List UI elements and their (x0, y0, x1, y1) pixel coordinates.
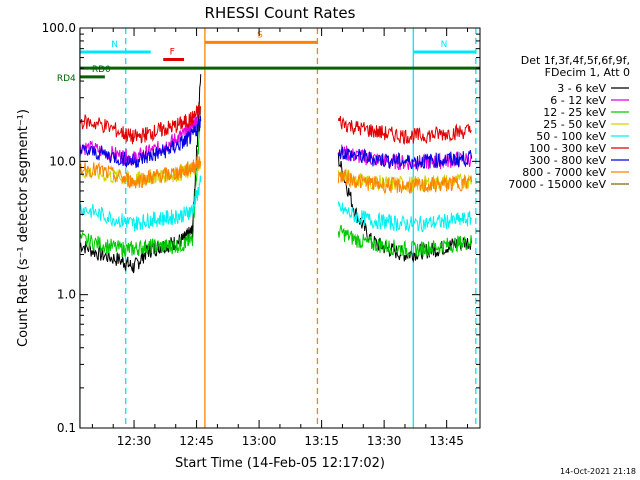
annotation-label: N (111, 40, 118, 50)
legend-entry: 6 - 12 keV (550, 94, 606, 107)
annotation-label: S (257, 30, 263, 40)
series-line (337, 201, 473, 233)
series-line (337, 116, 472, 145)
y-tick-label: 1.0 (57, 288, 76, 302)
y-tick-label: 0.1 (57, 421, 76, 435)
footer-timestamp: 14-Oct-2021 21:18 (560, 467, 636, 476)
series-line (79, 156, 202, 187)
legend-entry: 50 - 100 keV (536, 130, 606, 143)
x-axis: 12:30 12:45 13:00 13:15 13:30 13:45 (91, 28, 468, 448)
series-line (337, 168, 473, 193)
legend-entry: 800 - 7000 keV (522, 166, 606, 179)
legend: Det 1f,3f,4f,5f,6f,9f,FDecim 1, Att 0 3 -… (508, 54, 630, 191)
annotation-label: RD4 (57, 74, 76, 84)
x-tick-label: 13:45 (429, 434, 464, 448)
legend-entry: 100 - 300 keV (529, 142, 606, 155)
series-line (337, 153, 473, 263)
x-tick-label: 13:00 (242, 434, 277, 448)
legend-entry: 300 - 800 keV (529, 154, 606, 167)
x-tick-label: 12:30 (117, 434, 152, 448)
legend-header: FDecim 1, Att 0 (545, 66, 630, 79)
x-tick-label: 12:45 (179, 434, 214, 448)
series-line (79, 115, 202, 169)
series-line (79, 103, 202, 145)
annotation-label: RD0 (92, 65, 111, 75)
y-tick-label: 100.0 (42, 21, 76, 35)
chart-title: RHESSI Count Rates (205, 4, 356, 22)
x-tick-label: 13:30 (367, 434, 402, 448)
legend-entry: 7000 - 15000 keV (508, 178, 606, 191)
annotation-label: N (441, 40, 448, 50)
series-line (337, 224, 473, 258)
series-line (79, 106, 202, 259)
legend-entry: 12 - 25 keV (543, 106, 606, 119)
y-axis-label: Count Rate (s⁻¹ detector segment⁻¹) (16, 109, 31, 347)
legend-entry: 25 - 50 keV (543, 118, 606, 131)
series-line (79, 156, 202, 189)
y-tick-label: 10.0 (49, 154, 76, 168)
series-line (337, 169, 473, 195)
annotation-label: F (170, 48, 175, 58)
series-line (337, 146, 473, 170)
legend-entry: 3 - 6 keV (557, 82, 606, 95)
x-tick-label: 13:15 (304, 434, 339, 448)
plot-area: RD0 RD4 F N N S (57, 28, 480, 428)
y-axis: 0.1 1.0 10.0 100.0 (42, 21, 480, 435)
series-line (79, 175, 202, 232)
x-axis-label: Start Time (14-Feb-05 12:17:02) (175, 456, 385, 471)
legend-header: Det 1f,3f,4f,5f,6f,9f, (521, 54, 630, 67)
